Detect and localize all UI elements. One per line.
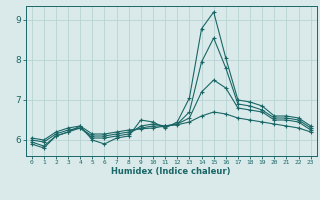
X-axis label: Humidex (Indice chaleur): Humidex (Indice chaleur)	[111, 167, 231, 176]
